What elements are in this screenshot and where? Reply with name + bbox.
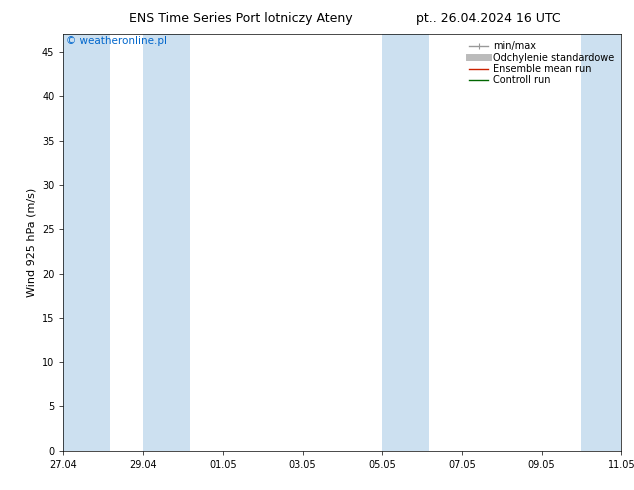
Bar — [143, 34, 190, 451]
Bar — [63, 34, 110, 451]
Bar — [382, 34, 429, 451]
Text: pt.. 26.04.2024 16 UTC: pt.. 26.04.2024 16 UTC — [416, 12, 560, 25]
Legend: min/max, Odchylenie standardowe, Ensemble mean run, Controll run: min/max, Odchylenie standardowe, Ensembl… — [467, 39, 616, 87]
Bar — [581, 34, 621, 451]
Text: © weatheronline.pl: © weatheronline.pl — [66, 36, 167, 47]
Y-axis label: Wind 925 hPa (m/s): Wind 925 hPa (m/s) — [27, 188, 36, 297]
Text: ENS Time Series Port lotniczy Ateny: ENS Time Series Port lotniczy Ateny — [129, 12, 353, 25]
